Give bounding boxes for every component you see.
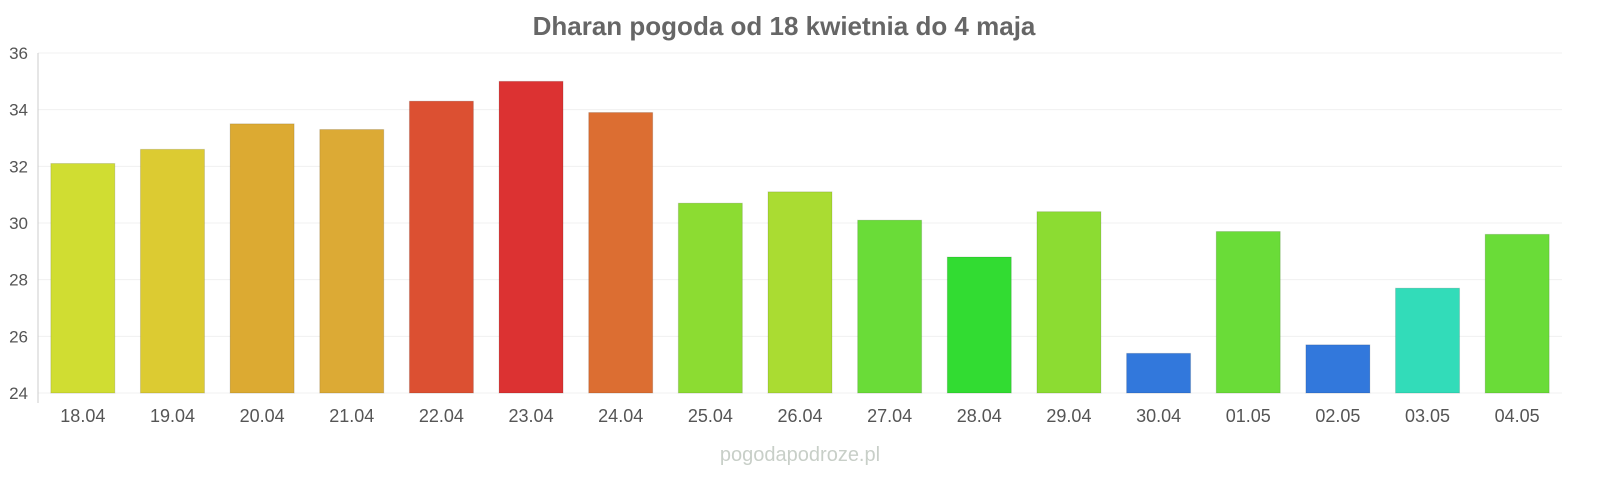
x-tick-label: 29.04 [1046, 406, 1091, 426]
x-tick-label: 18.04 [60, 406, 105, 426]
bar-21.04 [319, 129, 385, 394]
y-tick-label: 28 [9, 271, 28, 290]
x-tick-label: 28.04 [957, 406, 1002, 426]
bar-03.05 [1395, 287, 1461, 394]
x-tick-label: 03.05 [1405, 406, 1450, 426]
y-tick-label: 30 [9, 214, 28, 233]
x-tick-label: 25.04 [688, 406, 733, 426]
chart-title: Dharan pogoda od 18 kwietnia do 4 maja [533, 11, 1036, 41]
bar-28.04 [946, 256, 1012, 394]
x-tick-label: 01.05 [1226, 406, 1271, 426]
y-tick-label: 36 [9, 44, 28, 63]
bar-26.04 [767, 191, 833, 394]
x-tick-label: 02.05 [1315, 406, 1360, 426]
bar-25.04 [677, 202, 743, 394]
bar-02.05 [1305, 344, 1371, 394]
x-tick-label: 22.04 [419, 406, 464, 426]
y-tick-label: 34 [9, 101, 28, 120]
bar-24.04 [588, 112, 654, 394]
bar-30.04 [1126, 352, 1192, 394]
bar-19.04 [139, 148, 205, 394]
bar-18.04 [50, 163, 116, 394]
x-tick-label: 04.05 [1495, 406, 1540, 426]
bar-29.04 [1036, 211, 1102, 394]
x-tick-label: 26.04 [777, 406, 822, 426]
x-tick-label: 20.04 [240, 406, 285, 426]
bar-23.04 [498, 80, 564, 394]
x-tick-label: 21.04 [329, 406, 374, 426]
watermark: pogodapodroze.pl [720, 444, 880, 466]
bar-01.05 [1215, 231, 1281, 394]
y-tick-label: 32 [9, 157, 28, 176]
bar-04.05 [1484, 233, 1550, 394]
x-tick-label: 19.04 [150, 406, 195, 426]
bar-22.04 [408, 100, 474, 394]
bar-20.04 [229, 123, 295, 394]
bar-27.04 [857, 219, 923, 394]
y-tick-label: 24 [9, 384, 28, 403]
y-tick-label: 26 [9, 327, 28, 346]
x-tick-label: 24.04 [598, 406, 643, 426]
x-tick-label: 30.04 [1136, 406, 1181, 426]
x-tick-label: 23.04 [509, 406, 554, 426]
x-tick-label: 27.04 [867, 406, 912, 426]
